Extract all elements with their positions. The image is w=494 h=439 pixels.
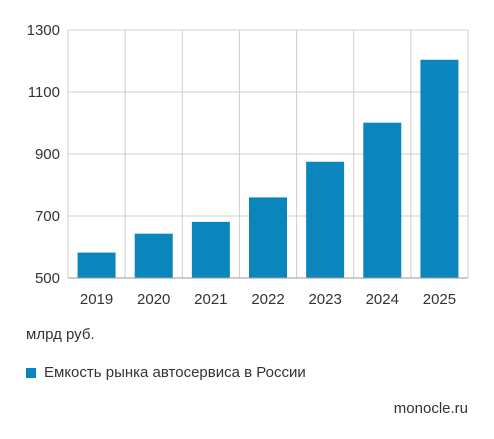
bar-2022: [249, 197, 287, 278]
y-axis-unit-label: млрд руб.: [26, 326, 95, 343]
bar-2025: [420, 59, 459, 279]
bar-2024: [363, 122, 402, 278]
bar-2021: [191, 221, 230, 278]
axis-layer: 500 700 900 1100 1300 2019 2020 2021 2022 2023 202…: [27, 22, 468, 308]
x-tick-label: 2022: [251, 291, 284, 308]
y-tick-label: 900: [35, 146, 60, 163]
source-label: monocle.ru: [393, 400, 468, 417]
x-tick-label: 2021: [194, 291, 227, 308]
y-tick-label: 1300: [27, 22, 60, 39]
x-tick-label: 2023: [308, 291, 341, 308]
bar-2023: [306, 161, 345, 278]
legend-swatch: [26, 367, 36, 378]
x-tick-label: 2020: [137, 291, 170, 308]
y-tick-label: 700: [35, 208, 60, 225]
x-tick-label: 2025: [423, 291, 456, 308]
bar-2020: [134, 233, 173, 278]
y-tick-label: 500: [35, 270, 60, 287]
x-tick-label: 2019: [80, 291, 113, 308]
legend: Емкость рынка автосервиса в России: [26, 364, 306, 381]
bar-2019: [77, 252, 116, 278]
grid-layer: [67, 29, 469, 279]
bars-layer: [77, 59, 459, 279]
y-tick-label: 1100: [28, 84, 60, 101]
x-tick-label: 2024: [366, 291, 399, 308]
legend-label: Емкость рынка автосервиса в России: [44, 364, 306, 381]
